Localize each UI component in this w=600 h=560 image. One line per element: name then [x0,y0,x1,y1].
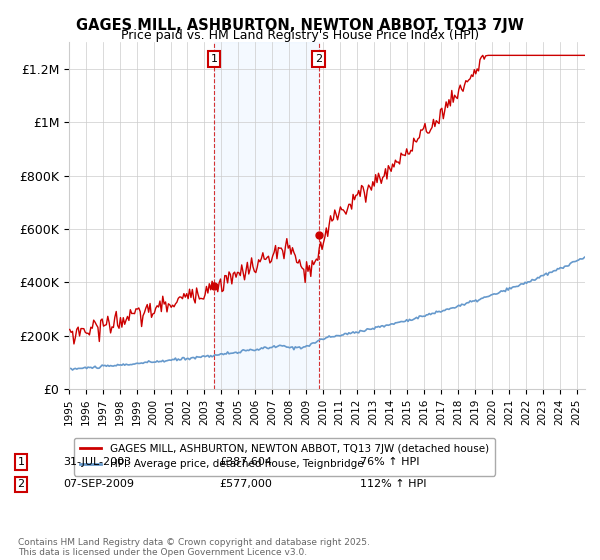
Text: 1: 1 [17,457,25,467]
Text: Price paid vs. HM Land Registry's House Price Index (HPI): Price paid vs. HM Land Registry's House … [121,29,479,42]
Bar [214,42,319,389]
Text: £577,000: £577,000 [219,479,272,489]
Text: 76% ↑ HPI: 76% ↑ HPI [360,457,419,467]
Text: GAGES MILL, ASHBURTON, NEWTON ABBOT, TQ13 7JW: GAGES MILL, ASHBURTON, NEWTON ABBOT, TQ1… [76,18,524,33]
Text: 2: 2 [315,54,322,64]
Text: 31-JUL-2003: 31-JUL-2003 [63,457,131,467]
Text: 2: 2 [17,479,25,489]
Text: 07-SEP-2009: 07-SEP-2009 [63,479,134,489]
Text: £387,604: £387,604 [219,457,272,467]
Text: Contains HM Land Registry data © Crown copyright and database right 2025.
This d: Contains HM Land Registry data © Crown c… [18,538,370,557]
Legend: GAGES MILL, ASHBURTON, NEWTON ABBOT, TQ13 7JW (detached house), HPI: Average pri: GAGES MILL, ASHBURTON, NEWTON ABBOT, TQ1… [74,438,495,475]
Text: 1: 1 [211,54,218,64]
Text: 112% ↑ HPI: 112% ↑ HPI [360,479,427,489]
